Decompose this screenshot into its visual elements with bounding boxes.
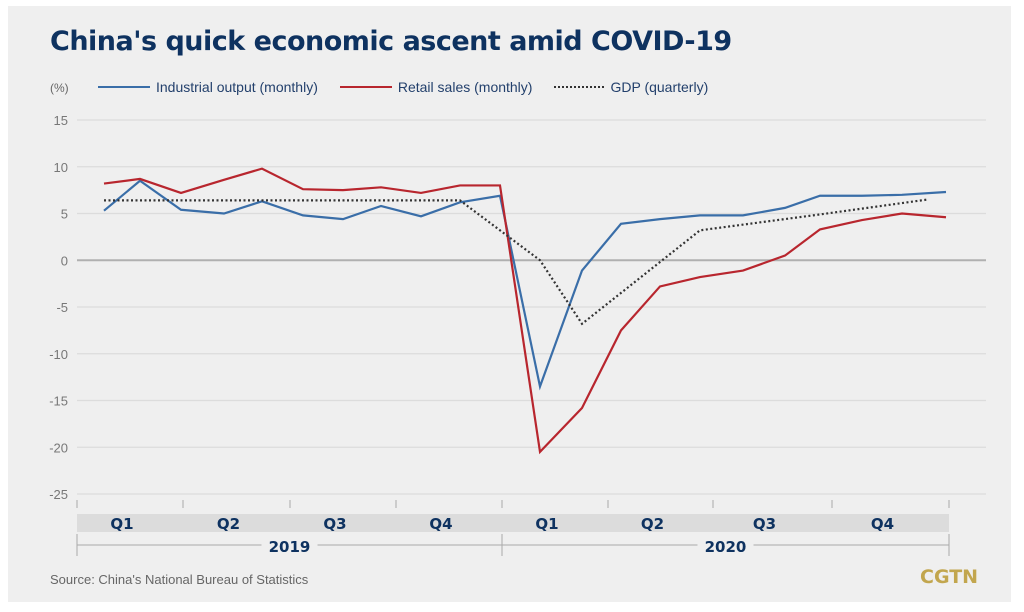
y-tick-label: -5 (56, 300, 68, 315)
legend-swatch-retail (339, 86, 392, 88)
quarter-label: Q2 (641, 515, 664, 533)
cgtn-logo: CGTN (920, 566, 979, 588)
quarter-label: Q4 (871, 515, 894, 533)
quarter-band (77, 514, 949, 532)
legend-swatch-gdp (554, 86, 605, 88)
year-label: 2020 (705, 538, 747, 556)
legend-item-industrial: Industrial output (monthly) (98, 79, 318, 95)
legend-item-gdp: GDP (quarterly) (554, 79, 708, 95)
y-tick-label: 5 (61, 207, 68, 222)
series-line-gdp (104, 198, 929, 326)
chart-title: China's quick economic ascent amid COVID… (50, 26, 732, 57)
y-tick-label: 0 (61, 253, 68, 268)
y-axis-ticks: 15 10 5 0 -5 -10 -15 -20 -25 (49, 113, 68, 502)
year-label-bg (261, 536, 318, 554)
y-tick-label: -20 (49, 440, 68, 455)
legend-swatch-industrial (98, 86, 150, 88)
series-lines (103, 167, 947, 455)
y-tick-label: -25 (49, 487, 68, 502)
y-tick-label: -15 (49, 394, 68, 409)
quarter-label: Q3 (753, 515, 776, 533)
legend-item-retail: Retail sales (monthly) (339, 79, 533, 95)
year-label: 2019 (269, 538, 311, 556)
chart-card (8, 6, 1011, 602)
y-tick-label: -10 (49, 347, 68, 362)
quarter-label: Q2 (217, 515, 240, 533)
legend-label-gdp: GDP (quarterly) (610, 79, 709, 95)
year-label-bg (697, 536, 754, 554)
series-line-retail (103, 167, 947, 455)
x-axis: Q1 Q2 Q3 Q4 2019 Q1 Q2 Q3 Q4 2020 (76, 500, 950, 556)
legend: Industrial output (monthly) Retail sales… (98, 79, 730, 95)
quarter-label: Q1 (535, 515, 558, 533)
legend-label-retail: Retail sales (monthly) (397, 79, 533, 95)
quarter-label: Q3 (323, 515, 346, 533)
gridlines (77, 119, 986, 495)
y-tick-label: 10 (54, 160, 68, 175)
legend-label-industrial: Industrial output (monthly) (156, 79, 318, 95)
series-line-industrial (103, 179, 947, 391)
source-note: Source: China's National Bureau of Stati… (50, 572, 309, 587)
quarter-label: Q1 (110, 515, 133, 533)
y-axis-unit: (%) (50, 81, 69, 95)
quarter-label: Q4 (429, 515, 452, 533)
y-tick-label: 15 (54, 113, 68, 128)
